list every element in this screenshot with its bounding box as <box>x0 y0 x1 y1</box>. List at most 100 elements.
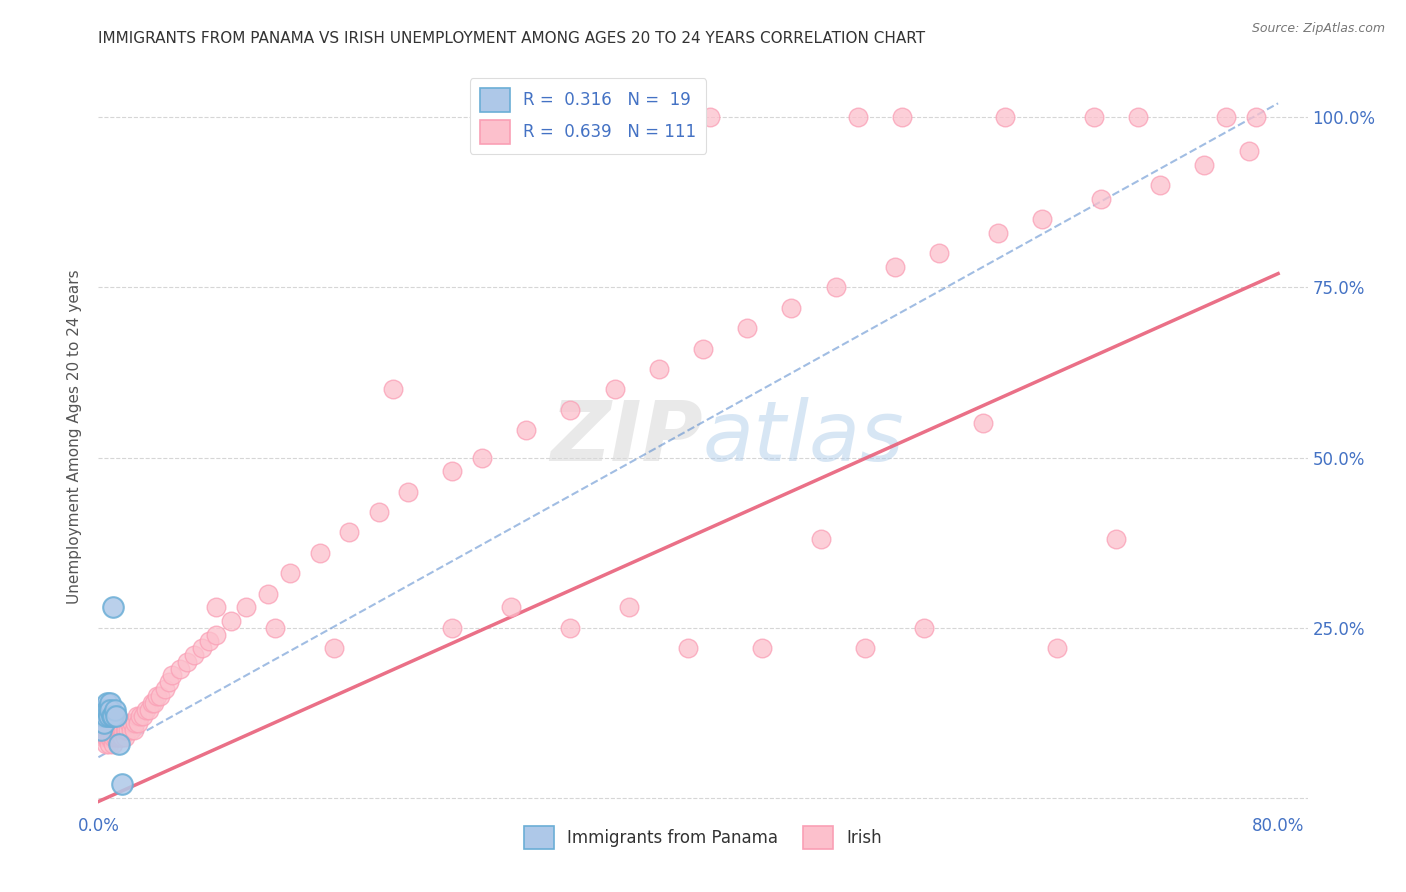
Point <box>97 737 120 751</box>
Point <box>96 696 118 710</box>
Text: Source: ZipAtlas.com: Source: ZipAtlas.com <box>1251 22 1385 36</box>
Point <box>93 702 115 716</box>
Point <box>972 417 994 431</box>
Point <box>90 723 112 737</box>
Point <box>101 600 124 615</box>
Point <box>112 723 135 737</box>
Point <box>135 702 157 716</box>
Point <box>114 730 136 744</box>
Point <box>105 716 128 731</box>
Point <box>678 641 700 656</box>
Point <box>323 641 346 656</box>
Point <box>91 716 114 731</box>
Point <box>501 600 523 615</box>
Point <box>994 110 1017 124</box>
Point <box>735 321 758 335</box>
Point <box>98 716 121 731</box>
Point <box>94 723 117 737</box>
Point <box>131 709 153 723</box>
Point <box>471 450 494 465</box>
Point <box>692 342 714 356</box>
Point <box>1031 212 1053 227</box>
Point <box>891 110 914 124</box>
Point <box>1105 533 1128 547</box>
Point <box>699 110 721 124</box>
Point <box>515 423 537 437</box>
Point <box>183 648 205 662</box>
Point <box>108 737 131 751</box>
Text: atlas: atlas <box>703 397 904 477</box>
Point <box>94 702 117 716</box>
Text: ZIP: ZIP <box>550 397 703 477</box>
Point <box>122 723 145 737</box>
Point <box>1083 110 1105 124</box>
Point <box>93 716 115 731</box>
Point <box>97 716 120 731</box>
Point <box>560 402 582 417</box>
Point <box>105 730 128 744</box>
Point <box>1215 110 1237 124</box>
Point <box>111 777 134 791</box>
Point <box>94 730 117 744</box>
Point <box>396 484 419 499</box>
Point <box>93 723 115 737</box>
Point <box>104 730 127 744</box>
Point <box>610 110 633 124</box>
Point <box>810 533 832 547</box>
Point <box>108 723 131 737</box>
Point <box>101 723 124 737</box>
Point <box>98 723 121 737</box>
Point <box>603 383 626 397</box>
Point <box>127 716 149 731</box>
Point <box>190 641 212 656</box>
Point <box>278 566 301 581</box>
Point <box>1149 178 1171 192</box>
Point <box>105 723 128 737</box>
Point <box>824 280 846 294</box>
Point <box>441 621 464 635</box>
Point <box>560 621 582 635</box>
Point <box>96 716 118 731</box>
Y-axis label: Unemployment Among Ages 20 to 24 years: Unemployment Among Ages 20 to 24 years <box>67 269 83 605</box>
Point <box>96 730 118 744</box>
Point <box>153 682 176 697</box>
Point <box>928 246 950 260</box>
Point <box>1090 192 1112 206</box>
Point <box>104 723 127 737</box>
Point <box>160 668 183 682</box>
Point <box>101 716 124 731</box>
Point <box>105 709 128 723</box>
Point <box>110 730 132 744</box>
Point <box>257 587 280 601</box>
Point <box>120 723 142 737</box>
Point <box>1126 110 1149 124</box>
Point <box>96 723 118 737</box>
Point <box>108 730 131 744</box>
Point <box>101 709 124 723</box>
Point <box>367 505 389 519</box>
Legend: Immigrants from Panama, Irish: Immigrants from Panama, Irish <box>517 819 889 855</box>
Point <box>115 723 138 737</box>
Point <box>669 110 692 124</box>
Point <box>141 696 163 710</box>
Point <box>308 546 330 560</box>
Text: IMMIGRANTS FROM PANAMA VS IRISH UNEMPLOYMENT AMONG AGES 20 TO 24 YEARS CORRELATI: IMMIGRANTS FROM PANAMA VS IRISH UNEMPLOY… <box>98 31 925 46</box>
Point <box>114 723 136 737</box>
Point <box>93 730 115 744</box>
Point <box>264 621 287 635</box>
Point <box>157 675 180 690</box>
Point <box>110 723 132 737</box>
Point <box>337 525 360 540</box>
Point <box>143 696 166 710</box>
Point <box>118 716 141 731</box>
Point <box>98 696 121 710</box>
Point <box>107 723 129 737</box>
Point <box>94 709 117 723</box>
Point <box>104 702 127 716</box>
Point <box>100 709 122 723</box>
Point <box>235 600 257 615</box>
Point <box>219 614 242 628</box>
Point <box>97 702 120 716</box>
Point <box>101 737 124 751</box>
Point <box>205 627 228 641</box>
